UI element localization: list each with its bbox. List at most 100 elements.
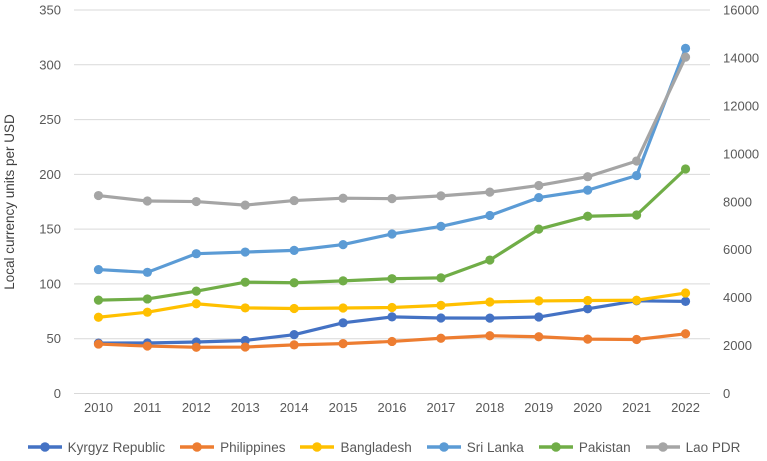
data-point-marker-sri-lanka xyxy=(534,192,544,203)
left-axis-tick-label: 100 xyxy=(39,276,61,291)
data-point-marker-pakistan xyxy=(534,224,544,234)
left-axis-tick-label: 350 xyxy=(39,3,61,18)
legend-line-marker-icon xyxy=(300,442,335,452)
data-point-marker-sri-lanka xyxy=(680,43,691,53)
data-point-marker-lao-pdr xyxy=(583,172,593,182)
x-axis-tick-label: 2016 xyxy=(378,400,407,415)
data-point-marker-bangladesh xyxy=(191,299,201,309)
left-axis-tick-label: 200 xyxy=(39,167,61,182)
data-point-marker-kyrgyz-republic xyxy=(485,313,495,323)
right-axis-tick-label: 0 xyxy=(723,386,730,401)
data-point-marker-pakistan xyxy=(632,210,642,220)
left-axis-tick-label: 250 xyxy=(39,112,61,127)
data-point-marker-lao-pdr xyxy=(338,193,348,203)
x-axis-tick-label: 2017 xyxy=(426,400,455,415)
legend-item-bangladesh: Bangladesh xyxy=(299,439,412,455)
data-point-marker-kyrgyz-republic xyxy=(289,330,299,340)
data-point-marker-philippines xyxy=(534,332,544,342)
x-axis-tick-label: 2014 xyxy=(280,400,309,415)
data-point-marker-bangladesh xyxy=(485,297,495,307)
left-axis-tick-label: 150 xyxy=(39,222,61,237)
legend-label: Bangladesh xyxy=(340,439,412,455)
legend: Kyrgyz Republic Philippines Bangladesh Sri … xyxy=(0,436,767,458)
data-point-marker-bangladesh xyxy=(338,303,348,313)
legend-item-lao-pdr: Lao PDR xyxy=(645,439,741,455)
data-point-marker-lao-pdr xyxy=(632,156,642,166)
data-point-marker-bangladesh xyxy=(142,307,152,317)
data-point-marker-kyrgyz-republic xyxy=(387,312,397,322)
data-point-marker-lao-pdr xyxy=(534,180,544,191)
data-point-marker-sri-lanka xyxy=(485,210,495,221)
data-point-marker-kyrgyz-republic xyxy=(680,296,691,306)
legend-item-philippines: Philippines xyxy=(179,440,285,455)
legend-label: Kyrgyz Republic xyxy=(67,439,166,455)
data-point-marker-pakistan xyxy=(142,294,152,304)
right-axis-tick-label: 10000 xyxy=(723,146,759,161)
right-axis-tick-label: 12000 xyxy=(723,98,759,113)
x-axis-tick-label: 2019 xyxy=(524,400,553,415)
x-axis-tick-label: 2020 xyxy=(573,400,602,415)
data-point-marker-lao-pdr xyxy=(240,200,250,210)
legend-label: Sri Lanka xyxy=(466,439,524,455)
x-axis-tick-label: 2022 xyxy=(671,400,700,415)
data-point-marker-sri-lanka xyxy=(289,245,299,255)
data-point-marker-sri-lanka xyxy=(583,185,593,195)
data-point-marker-pakistan xyxy=(338,276,348,286)
right-axis-tick-label: 6000 xyxy=(723,242,752,257)
data-point-marker-kyrgyz-republic xyxy=(338,318,348,328)
data-point-marker-lao-pdr xyxy=(436,191,446,201)
data-point-marker-philippines xyxy=(387,336,397,347)
data-point-marker-pakistan xyxy=(93,295,104,305)
legend-label: Lao PDR xyxy=(685,439,741,455)
data-point-marker-sri-lanka xyxy=(191,249,201,259)
data-point-marker-sri-lanka xyxy=(338,239,348,250)
x-axis-tick-label: 2021 xyxy=(622,400,651,415)
data-point-marker-kyrgyz-republic xyxy=(534,312,544,322)
series-line-sri-lanka xyxy=(96,46,688,274)
data-point-marker-bangladesh xyxy=(240,303,250,313)
data-point-marker-lao-pdr xyxy=(289,195,299,206)
data-point-marker-pakistan xyxy=(583,211,593,221)
legend-line-marker-icon xyxy=(27,442,62,452)
legend-label: Pakistan xyxy=(578,439,631,455)
left-axis-tick-label: 300 xyxy=(39,57,61,72)
data-point-marker-philippines xyxy=(338,339,348,349)
data-point-marker-bangladesh xyxy=(289,303,299,314)
series-line-lao-pdr xyxy=(96,55,688,207)
data-point-marker-bangladesh xyxy=(93,312,104,322)
legend-line-marker-icon xyxy=(538,442,573,452)
data-point-marker-bangladesh xyxy=(534,296,544,306)
data-point-marker-philippines xyxy=(289,340,299,350)
data-point-marker-philippines xyxy=(142,341,152,351)
data-point-marker-lao-pdr xyxy=(191,196,201,207)
left-axis-tick-label: 50 xyxy=(47,331,61,346)
data-point-marker-sri-lanka xyxy=(632,170,642,181)
data-point-marker-philippines xyxy=(485,331,495,341)
left-axis-tick-label: 0 xyxy=(54,386,61,401)
data-point-marker-pakistan xyxy=(680,164,691,174)
legend-line-marker-icon xyxy=(180,442,215,452)
data-point-marker-bangladesh xyxy=(632,295,642,305)
data-point-marker-philippines xyxy=(583,334,593,344)
legend-item-pakistan: Pakistan xyxy=(538,440,631,455)
data-point-marker-philippines xyxy=(436,333,446,343)
data-point-marker-sri-lanka xyxy=(387,229,397,239)
data-point-marker-pakistan xyxy=(240,277,250,287)
right-axis-tick-label: 8000 xyxy=(723,194,752,209)
data-point-marker-philippines xyxy=(632,334,642,345)
data-point-marker-lao-pdr xyxy=(485,187,495,197)
data-point-marker-kyrgyz-republic xyxy=(583,304,593,314)
data-point-marker-sri-lanka xyxy=(240,247,250,257)
legend-line-marker-icon xyxy=(426,442,461,452)
data-point-marker-bangladesh xyxy=(387,302,397,313)
data-point-marker-sri-lanka xyxy=(436,221,446,232)
data-point-marker-lao-pdr xyxy=(680,52,691,62)
data-point-marker-sri-lanka xyxy=(142,267,152,277)
data-point-marker-pakistan xyxy=(191,286,201,296)
data-point-marker-pakistan xyxy=(387,274,397,284)
data-point-marker-lao-pdr xyxy=(387,194,397,204)
legend-label: Philippines xyxy=(220,439,286,455)
x-axis-tick-label: 2010 xyxy=(84,400,113,415)
data-point-marker-bangladesh xyxy=(436,300,446,311)
